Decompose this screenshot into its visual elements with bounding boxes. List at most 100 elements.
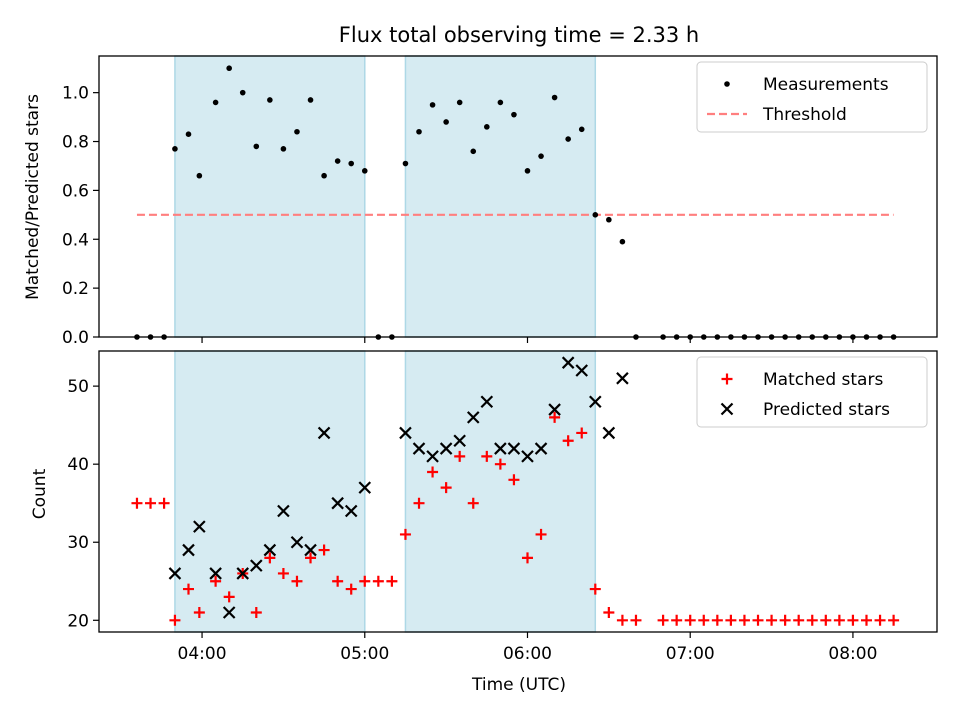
predicted-stars-point — [250, 559, 263, 572]
bottom-observing-window — [404, 350, 597, 633]
x-tick-label: 06:00 — [503, 644, 552, 664]
matched-stars-point — [359, 575, 371, 587]
x-tick-label: 04:00 — [178, 644, 227, 664]
measurement-point — [511, 111, 517, 118]
measurement-point — [361, 168, 368, 174]
measurement-point — [321, 172, 327, 179]
predicted-stars-point — [277, 504, 290, 518]
matched-stars-point — [169, 614, 181, 626]
matched-stars-point — [888, 614, 900, 626]
matched-stars-point — [684, 614, 696, 626]
measurement-point — [497, 99, 504, 106]
measurement-point — [253, 143, 260, 150]
predicted-stars-point — [453, 434, 466, 448]
legend-label: Measurements — [763, 75, 889, 95]
predicted-stars-point — [399, 426, 412, 440]
matched-stars-point — [793, 614, 805, 626]
measurement-point — [267, 97, 273, 103]
measurement-point — [429, 102, 436, 108]
measurement-point — [212, 99, 219, 106]
measurement-point — [402, 160, 409, 167]
matched-stars-point — [467, 497, 479, 509]
matched-stars-point — [223, 591, 235, 603]
measurement-point — [592, 212, 599, 218]
matched-stars-point — [603, 606, 615, 618]
matched-stars-point — [345, 583, 357, 595]
bottom-y-tick-label: 30 — [67, 533, 89, 553]
measurement-point — [280, 146, 287, 152]
predicted-stars-point — [466, 411, 480, 424]
measurement-point — [196, 172, 203, 179]
matched-stars-point — [711, 614, 723, 626]
matched-stars-point — [562, 435, 574, 447]
matched-stars-point — [145, 497, 157, 509]
measurement-point — [307, 97, 314, 103]
matched-stars-point — [427, 466, 439, 478]
predicted-stars-point — [575, 364, 589, 377]
predicted-stars-point — [331, 496, 344, 510]
measurement-point — [416, 128, 422, 135]
legend-label: Predicted stars — [763, 400, 890, 420]
predicted-stars-point — [561, 356, 575, 369]
measurement-point — [484, 124, 490, 130]
matched-stars-point — [454, 450, 466, 462]
predicted-stars-point — [439, 442, 453, 455]
legend-label: Matched stars — [763, 370, 883, 390]
matched-stars-point — [806, 614, 818, 626]
matched-stars-point — [494, 458, 506, 470]
measurement-point — [239, 89, 246, 96]
matched-stars-point — [535, 528, 547, 540]
matched-stars-point — [386, 575, 398, 587]
legend-matched-stars-marker — [721, 373, 733, 385]
top-y-tick-label: 0.2 — [62, 279, 89, 299]
measurement-point — [334, 158, 341, 164]
top-observing-window — [174, 55, 366, 338]
matched-stars-point — [779, 614, 791, 626]
matched-stars-point — [332, 575, 344, 587]
matched-stars-point — [508, 474, 520, 486]
measurement-point — [538, 153, 544, 159]
measurement-point — [348, 160, 355, 167]
predicted-stars-point — [168, 567, 182, 580]
predicted-stars-point — [494, 442, 507, 455]
x-tick-label: 08:00 — [828, 644, 877, 664]
matched-stars-point — [264, 552, 276, 564]
top-axes-frame — [98, 55, 938, 338]
predicted-stars-point — [344, 504, 358, 518]
bottom-axes-frame — [98, 350, 938, 633]
bottom-y-axis-label: Count — [30, 468, 50, 519]
bottom-y-tick-label: 50 — [67, 377, 89, 397]
bottom-panel: 20 30 40 50 04:00 05:00 06:00 07:00 08:00 Matched… — [67, 350, 938, 664]
predicted-stars-point — [317, 426, 331, 440]
measurement-point — [456, 99, 463, 106]
predicted-stars-point — [507, 442, 521, 455]
top-observing-window — [404, 55, 597, 338]
matched-stars-point — [630, 614, 642, 626]
matched-stars-point — [874, 614, 886, 626]
matched-stars-point — [291, 575, 303, 587]
matched-stars-point — [193, 606, 205, 618]
x-tick-label: 05:00 — [340, 644, 389, 664]
matched-stars-point — [725, 614, 737, 626]
top-y-axis-label: Matched/Predicted stars — [23, 94, 43, 300]
predicted-stars-point — [290, 535, 304, 549]
matched-stars-point — [549, 411, 561, 423]
matched-stars-point — [210, 575, 222, 587]
matched-stars-point — [766, 614, 778, 626]
matched-stars-point — [158, 497, 170, 509]
matched-stars-point — [671, 614, 683, 626]
predicted-stars-point — [534, 442, 548, 455]
matched-stars-point — [481, 450, 493, 462]
measurement-point — [470, 148, 477, 155]
x-tick-label: 07:00 — [666, 644, 715, 664]
legend-label: Threshold — [762, 105, 847, 125]
top-legend — [696, 61, 928, 133]
predicted-stars-point — [521, 450, 534, 463]
bottom-observing-window — [174, 350, 366, 633]
predicted-stars-point — [426, 450, 439, 463]
predicted-stars-point — [222, 606, 236, 619]
measurement-point — [565, 136, 571, 142]
measurement-point — [226, 65, 232, 72]
measurement-point — [551, 94, 558, 101]
predicted-stars-point — [236, 567, 250, 580]
